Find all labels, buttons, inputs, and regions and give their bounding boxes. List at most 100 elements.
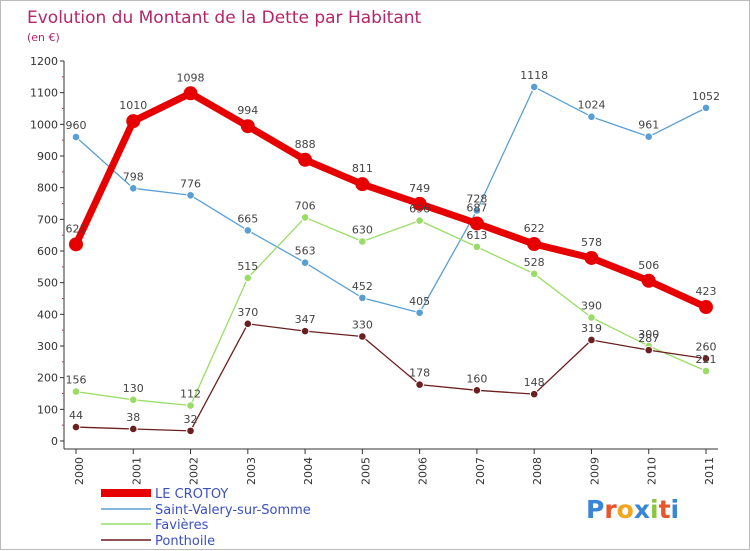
data-label-saint-valery-sur-somme: 961 <box>638 119 659 132</box>
legend-label-le-crotoy: LE CROTOY <box>155 487 228 502</box>
logo-letter: i <box>650 495 659 524</box>
point-saint-valery-sur-somme <box>128 184 138 193</box>
point-le-crotoy <box>355 177 370 192</box>
y-tick-label: 1000 <box>30 118 58 131</box>
point-ponthoile <box>71 422 81 432</box>
x-tick-label: 2008 <box>531 457 544 485</box>
data-label-le-crotoy: 687 <box>466 201 487 214</box>
point-le-crotoy <box>699 300 713 315</box>
point-le-crotoy <box>183 86 198 101</box>
point-favi-res <box>415 216 424 225</box>
point-saint-valery-sur-somme <box>243 226 253 235</box>
data-label-saint-valery-sur-somme: 665 <box>237 212 258 225</box>
series-layer <box>69 82 713 436</box>
x-tick-label: 2004 <box>302 457 315 485</box>
data-label-saint-valery-sur-somme: 776 <box>180 177 201 190</box>
x-tick-label: 2006 <box>417 457 430 485</box>
logo-text: Proxiti <box>586 495 679 524</box>
point-ponthoile <box>701 354 711 363</box>
data-label-le-crotoy: 506 <box>638 259 659 272</box>
point-le-crotoy <box>298 152 313 167</box>
logo-letter: r <box>604 495 617 524</box>
logo-letter: t <box>659 495 671 524</box>
data-label-ponthoile: 160 <box>466 372 487 385</box>
series-line-le-crotoy <box>72 89 708 311</box>
data-label-saint-valery-sur-somme: 960 <box>66 119 87 132</box>
data-label-le-crotoy: 1098 <box>177 71 205 84</box>
axes: 0 100 200 300 400 500 600 700 800 900 1000 1100 1200… <box>30 55 718 485</box>
legend-label-favi-res: Favières <box>155 518 209 533</box>
data-label-favi-res: 706 <box>295 199 316 212</box>
y-tick-label: 500 <box>37 277 58 290</box>
data-label-ponthoile: 330 <box>352 319 373 332</box>
legend-label-saint-valery-sur-somme: Saint-Valery-sur-Somme <box>155 503 311 518</box>
data-label-saint-valery-sur-somme: 1052 <box>692 90 720 103</box>
x-tick-label: 2011 <box>703 457 716 485</box>
legend: LE CROTOYSaint-Valery-sur-SommeFavièresP… <box>101 487 311 549</box>
point-ponthoile <box>472 386 482 395</box>
point-ponthoile <box>128 424 138 434</box>
point-ponthoile <box>243 319 253 329</box>
data-label-ponthoile: 287 <box>638 332 659 345</box>
data-label-le-crotoy: 621 <box>66 222 87 235</box>
data-label-saint-valery-sur-somme: 452 <box>352 280 373 293</box>
series-line-saint-valery-sur-somme <box>75 86 707 314</box>
data-label-ponthoile: 148 <box>524 376 545 389</box>
data-label-le-crotoy: 1010 <box>119 99 147 112</box>
data-label-ponthoile: 32 <box>184 413 198 426</box>
x-tick-label: 2002 <box>188 457 201 485</box>
series-line-ponthoile <box>75 323 707 432</box>
x-tick-label: 2009 <box>588 457 601 485</box>
data-label-favi-res: 130 <box>123 382 144 395</box>
data-label-le-crotoy: 622 <box>524 222 545 235</box>
point-saint-valery-sur-somme <box>701 103 711 113</box>
point-ponthoile <box>358 332 367 341</box>
data-label-saint-valery-sur-somme: 1118 <box>520 69 548 82</box>
data-label-le-crotoy: 994 <box>237 104 258 117</box>
data-label-saint-valery-sur-somme: 405 <box>409 295 430 308</box>
data-label-favi-res: 300 <box>638 328 659 341</box>
data-label-saint-valery-sur-somme: 1024 <box>577 99 605 112</box>
y-tick-label: 600 <box>37 245 58 258</box>
y-tick-label: 300 <box>37 340 58 353</box>
x-tick-label: 2010 <box>646 457 659 485</box>
point-le-crotoy <box>469 216 484 231</box>
y-tick-label: 900 <box>37 150 58 163</box>
y-tick-label: 0 <box>51 435 58 448</box>
data-label-favi-res: 696 <box>409 203 430 216</box>
point-favi-res <box>128 395 138 405</box>
legend-label-ponthoile: Ponthoile <box>155 534 215 549</box>
y-tick-label: 100 <box>37 403 58 416</box>
point-saint-valery-sur-somme <box>472 206 482 215</box>
data-label-le-crotoy: 578 <box>581 236 602 249</box>
point-ponthoile <box>300 326 310 336</box>
x-tick-label: 2003 <box>245 457 258 485</box>
chart-subtitle: (en €) <box>27 31 60 44</box>
point-favi-res <box>300 213 310 222</box>
logo-letter: o <box>617 495 634 524</box>
data-label-saint-valery-sur-somme: 728 <box>466 192 487 205</box>
point-favi-res <box>71 387 81 396</box>
data-label-ponthoile: 178 <box>409 367 430 380</box>
data-label-favi-res: 515 <box>237 260 258 273</box>
point-favi-res <box>529 269 539 279</box>
point-le-crotoy <box>240 119 255 134</box>
data-label-favi-res: 630 <box>352 224 373 237</box>
point-favi-res <box>472 242 482 252</box>
point-saint-valery-sur-somme <box>415 308 424 318</box>
point-favi-res <box>587 313 596 322</box>
point-le-crotoy <box>584 250 599 265</box>
data-label-ponthoile: 260 <box>696 341 717 354</box>
data-label-favi-res: 390 <box>581 300 602 313</box>
point-saint-valery-sur-somme <box>71 132 81 142</box>
point-favi-res <box>186 401 195 410</box>
x-tick-label: 2000 <box>73 457 86 485</box>
point-favi-res <box>358 237 367 246</box>
point-le-crotoy <box>412 196 427 211</box>
data-label-le-crotoy: 749 <box>409 182 430 195</box>
point-le-crotoy <box>527 237 542 252</box>
point-ponthoile <box>415 380 424 389</box>
point-le-crotoy <box>641 273 656 288</box>
